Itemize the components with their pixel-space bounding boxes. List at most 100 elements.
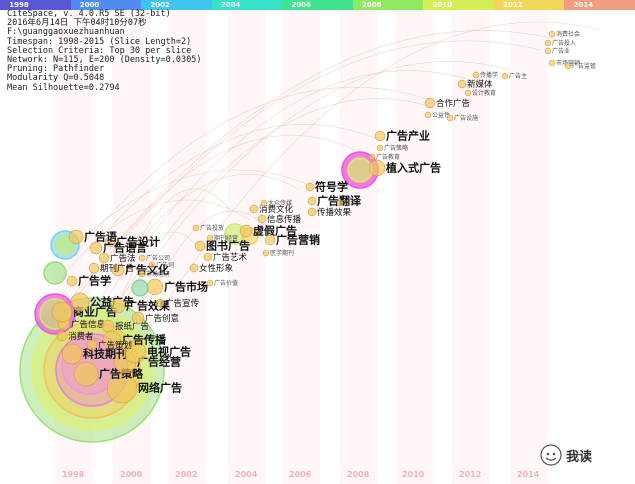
keyword-node[interactable]	[264, 234, 276, 246]
keyword-node[interactable]	[501, 72, 509, 80]
link-arc	[79, 61, 511, 371]
keyword-node[interactable]	[106, 372, 138, 404]
keyword-label: 广告产业	[386, 129, 430, 143]
keyword-node[interactable]	[89, 241, 103, 255]
keyword-node[interactable]	[131, 311, 145, 325]
bottom-year-label: 2000	[120, 470, 143, 479]
keyword-node[interactable]	[111, 263, 125, 277]
keyword-node[interactable]	[56, 330, 68, 342]
link-arc	[129, 21, 601, 361]
keyword-node[interactable]	[548, 30, 556, 38]
keyword-node[interactable]	[262, 249, 270, 257]
keyword-label: 市场经济	[146, 270, 170, 278]
keyword-node[interactable]	[206, 234, 214, 242]
link-arc	[69, 86, 431, 261]
keyword-node[interactable]	[260, 199, 268, 207]
watermark: 我读	[540, 444, 592, 466]
timeline-label: 2014	[573, 1, 594, 9]
keyword-node[interactable]	[110, 298, 126, 314]
keyword-label: 广告学	[78, 274, 111, 288]
keyword-node[interactable]	[446, 114, 454, 122]
keyword-node[interactable]	[257, 214, 267, 224]
keyword-node[interactable]	[98, 252, 110, 264]
keyword-label: 广告宣传	[165, 298, 200, 309]
keyword-label: 虚假广告	[253, 224, 297, 238]
keyword-node[interactable]	[61, 343, 83, 365]
keyword-node[interactable]	[472, 71, 480, 79]
info-line: Mean Silhouette=0.2794	[7, 82, 120, 93]
keyword-node[interactable]	[544, 47, 552, 55]
keyword-node[interactable]	[194, 240, 206, 252]
keyword-label: 广告公司	[146, 254, 170, 262]
keyword-label: 大众传媒	[268, 199, 292, 207]
keyword-node[interactable]	[206, 279, 214, 287]
year-column	[282, 10, 320, 484]
link-arc	[79, 70, 471, 341]
keyword-label: 广告信息	[71, 319, 106, 330]
keyword-node[interactable]	[86, 339, 98, 351]
keyword-node[interactable]	[424, 111, 432, 119]
keyword-label: 合作广告	[436, 98, 470, 109]
keyword-node[interactable]	[138, 270, 146, 278]
keyword-label: 广告法	[110, 253, 136, 264]
year-column	[395, 10, 433, 484]
keyword-node[interactable]	[424, 97, 436, 109]
keyword-node[interactable]	[104, 236, 116, 248]
keyword-node[interactable]	[123, 340, 147, 364]
info-line: F:\guanggaoxuezhuanhuan	[7, 27, 125, 38]
keyword-node[interactable]	[73, 361, 99, 387]
keyword-label: 期刊广告	[100, 263, 134, 274]
keyword-node[interactable]	[101, 319, 115, 333]
keyword-node[interactable]	[88, 262, 100, 274]
keyword-label: 广告设计	[116, 235, 160, 249]
link-arc	[59, 40, 541, 321]
keyword-node[interactable]	[192, 224, 200, 232]
link-arc	[69, 169, 321, 251]
keyword-node[interactable]	[307, 207, 317, 217]
keyword-node[interactable]	[336, 199, 344, 207]
keyword-label: 科技期刊	[83, 347, 127, 361]
keyword-node[interactable]	[376, 144, 384, 152]
keyword-label: 广告投放	[200, 224, 224, 232]
keyword-node[interactable]	[249, 204, 259, 214]
wechat-icon	[540, 444, 562, 466]
watermark-text: 我读	[566, 449, 593, 465]
year-column	[452, 10, 490, 484]
keyword-node[interactable]	[68, 229, 84, 245]
keyword-node[interactable]	[148, 261, 156, 269]
keyword-node[interactable]	[70, 292, 90, 312]
keyword-node[interactable]	[51, 301, 73, 323]
keyword-node[interactable]	[189, 263, 199, 273]
keyword-node[interactable]	[155, 298, 165, 308]
bottom-year-label: 2002	[175, 470, 198, 479]
keyword-label: 受众	[344, 199, 356, 207]
keyword-node[interactable]	[102, 330, 122, 350]
year-column	[510, 10, 548, 484]
keyword-node[interactable]	[66, 275, 78, 287]
keyword-node[interactable]	[457, 79, 467, 89]
keyword-node[interactable]	[307, 196, 317, 206]
keyword-label: 消费社会	[556, 30, 580, 38]
keyword-node[interactable]	[368, 159, 386, 177]
link-arc	[149, 210, 271, 301]
keyword-label: 网络广告	[138, 381, 182, 395]
keyword-node[interactable]	[138, 254, 146, 262]
bottom-year-label: 2014	[517, 470, 540, 479]
node-ring	[347, 157, 373, 183]
keyword-label: 广告市场	[164, 280, 208, 294]
timeline-bar: 1998 2000 2002 2004 2006 2008 2010 2012 2014	[0, 0, 635, 10]
keyword-node[interactable]	[239, 224, 253, 238]
keyword-node[interactable]	[464, 89, 472, 97]
keyword-label: 广告营销	[276, 233, 320, 247]
keyword-node[interactable]	[146, 278, 164, 296]
keyword-node[interactable]	[203, 252, 213, 262]
keyword-node[interactable]	[544, 39, 552, 47]
keyword-node[interactable]	[368, 153, 376, 161]
keyword-node[interactable]	[305, 182, 315, 192]
keyword-node[interactable]	[564, 62, 572, 70]
keyword-node[interactable]	[374, 130, 386, 142]
keyword-label: 广告语言	[103, 241, 147, 255]
keyword-node[interactable]	[548, 59, 556, 67]
